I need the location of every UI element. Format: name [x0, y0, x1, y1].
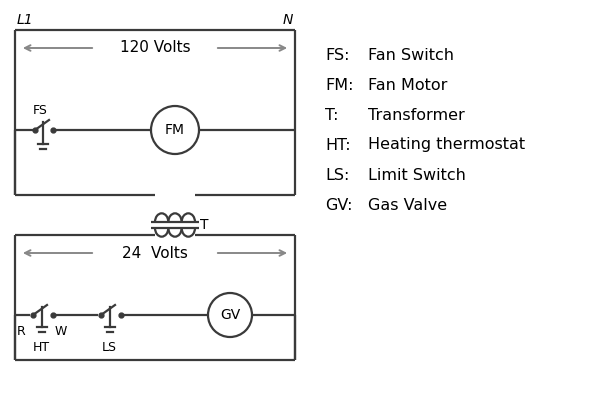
Text: 120 Volts: 120 Volts: [120, 40, 191, 56]
Text: Gas Valve: Gas Valve: [368, 198, 447, 212]
Text: Heating thermostat: Heating thermostat: [368, 138, 525, 152]
Text: T: T: [200, 218, 208, 232]
Text: 24  Volts: 24 Volts: [122, 246, 188, 260]
Text: HT: HT: [32, 341, 50, 354]
Text: GV: GV: [220, 308, 240, 322]
Text: LS: LS: [101, 341, 116, 354]
Text: FS: FS: [33, 104, 48, 117]
Text: N: N: [283, 13, 293, 27]
Text: HT:: HT:: [325, 138, 350, 152]
Text: GV:: GV:: [325, 198, 352, 212]
Text: FM:: FM:: [325, 78, 353, 92]
Text: FM: FM: [165, 123, 185, 137]
Text: T:: T:: [325, 108, 339, 122]
Text: Transformer: Transformer: [368, 108, 465, 122]
Text: Fan Switch: Fan Switch: [368, 48, 454, 62]
Text: R: R: [17, 325, 26, 338]
Text: FS:: FS:: [325, 48, 349, 62]
Text: L1: L1: [17, 13, 34, 27]
Text: Limit Switch: Limit Switch: [368, 168, 466, 182]
Text: Fan Motor: Fan Motor: [368, 78, 447, 92]
Text: LS:: LS:: [325, 168, 349, 182]
Text: W: W: [55, 325, 67, 338]
